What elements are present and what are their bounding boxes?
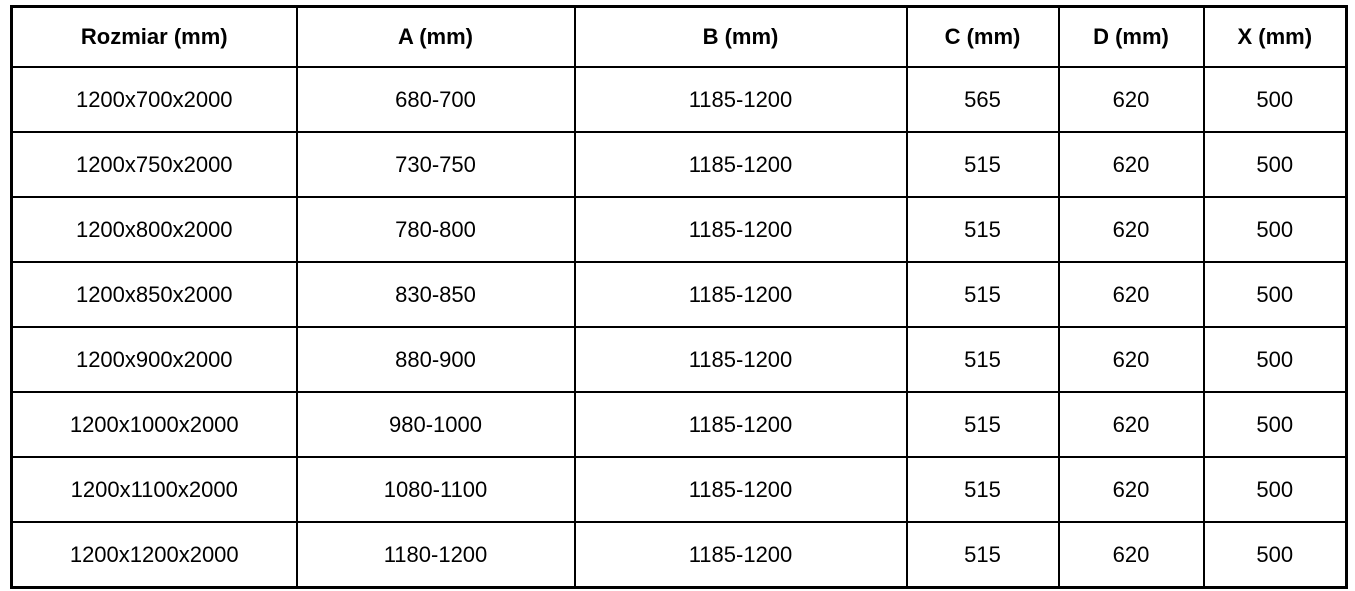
- table-cell: 1185-1200: [573, 196, 908, 263]
- table-cell: 1185-1200: [573, 66, 908, 133]
- table-cell: 515: [905, 131, 1060, 198]
- table-cell: 620: [1057, 261, 1205, 328]
- table-cell: 1180-1200: [295, 521, 576, 589]
- column-header: Rozmiar (mm): [10, 5, 298, 68]
- column-header: B (mm): [573, 5, 908, 68]
- table-cell: 1200x750x2000: [10, 131, 298, 198]
- table-cell: 620: [1057, 131, 1205, 198]
- table-cell: 680-700: [295, 66, 576, 133]
- column-header: D (mm): [1057, 5, 1205, 68]
- table-cell: 500: [1202, 196, 1348, 263]
- table-row: 1200x1000x2000 980-1000 1185-1200 515 620 500: [10, 391, 1348, 458]
- table-cell: 620: [1057, 456, 1205, 523]
- column-header: X (mm): [1202, 5, 1348, 68]
- table-cell: 830-850: [295, 261, 576, 328]
- table-cell: 1200x900x2000: [10, 326, 298, 393]
- table-cell: 565: [905, 66, 1060, 133]
- table-cell: 1185-1200: [573, 261, 908, 328]
- column-header: C (mm): [905, 5, 1060, 68]
- table-cell: 515: [905, 261, 1060, 328]
- table-row: 1200x900x2000 880-900 1185-1200 515 620 500: [10, 326, 1348, 393]
- table-cell: 1185-1200: [573, 456, 908, 523]
- table-cell: 1185-1200: [573, 131, 908, 198]
- table-cell: 880-900: [295, 326, 576, 393]
- table-cell: 1200x1000x2000: [10, 391, 298, 458]
- table-cell: 500: [1202, 391, 1348, 458]
- table-cell: 1185-1200: [573, 391, 908, 458]
- table-body: 1200x700x2000 680-700 1185-1200 565 620 500 12…: [10, 66, 1348, 589]
- table-cell: 620: [1057, 326, 1205, 393]
- table-row: 1200x1200x2000 1180-1200 1185-1200 515 620 50…: [10, 521, 1348, 589]
- table-cell: 620: [1057, 521, 1205, 589]
- table-cell: 980-1000: [295, 391, 576, 458]
- table-cell: 500: [1202, 456, 1348, 523]
- table-cell: 620: [1057, 196, 1205, 263]
- table-cell: 515: [905, 456, 1060, 523]
- table-cell: 500: [1202, 261, 1348, 328]
- header-row: Rozmiar (mm) A (mm) B (mm) C (mm) D (mm) X (m…: [10, 5, 1348, 68]
- table-cell: 1185-1200: [573, 326, 908, 393]
- table-cell: 1200x700x2000: [10, 66, 298, 133]
- table-row: 1200x700x2000 680-700 1185-1200 565 620 500: [10, 66, 1348, 133]
- table-row: 1200x850x2000 830-850 1185-1200 515 620 500: [10, 261, 1348, 328]
- table-cell: 1185-1200: [573, 521, 908, 589]
- table-cell: 500: [1202, 326, 1348, 393]
- table-cell: 730-750: [295, 131, 576, 198]
- table-cell: 1200x1100x2000: [10, 456, 298, 523]
- table-row: 1200x750x2000 730-750 1185-1200 515 620 500: [10, 131, 1348, 198]
- table-cell: 515: [905, 326, 1060, 393]
- table-cell: 620: [1057, 391, 1205, 458]
- table-cell: 1200x800x2000: [10, 196, 298, 263]
- column-header: A (mm): [295, 5, 576, 68]
- table-cell: 620: [1057, 66, 1205, 133]
- size-spec-table: Rozmiar (mm) A (mm) B (mm) C (mm) D (mm) X (m…: [10, 5, 1348, 589]
- table-cell: 780-800: [295, 196, 576, 263]
- table-cell: 515: [905, 521, 1060, 589]
- table-cell: 500: [1202, 131, 1348, 198]
- table-row: 1200x800x2000 780-800 1185-1200 515 620 500: [10, 196, 1348, 263]
- table-cell: 515: [905, 391, 1060, 458]
- table-cell: 1080-1100: [295, 456, 576, 523]
- table-cell: 1200x1200x2000: [10, 521, 298, 589]
- table-header: Rozmiar (mm) A (mm) B (mm) C (mm) D (mm) X (m…: [10, 5, 1348, 68]
- table-cell: 500: [1202, 521, 1348, 589]
- table-cell: 1200x850x2000: [10, 261, 298, 328]
- table-row: 1200x1100x2000 1080-1100 1185-1200 515 620 50…: [10, 456, 1348, 523]
- table-cell: 515: [905, 196, 1060, 263]
- table-cell: 500: [1202, 66, 1348, 133]
